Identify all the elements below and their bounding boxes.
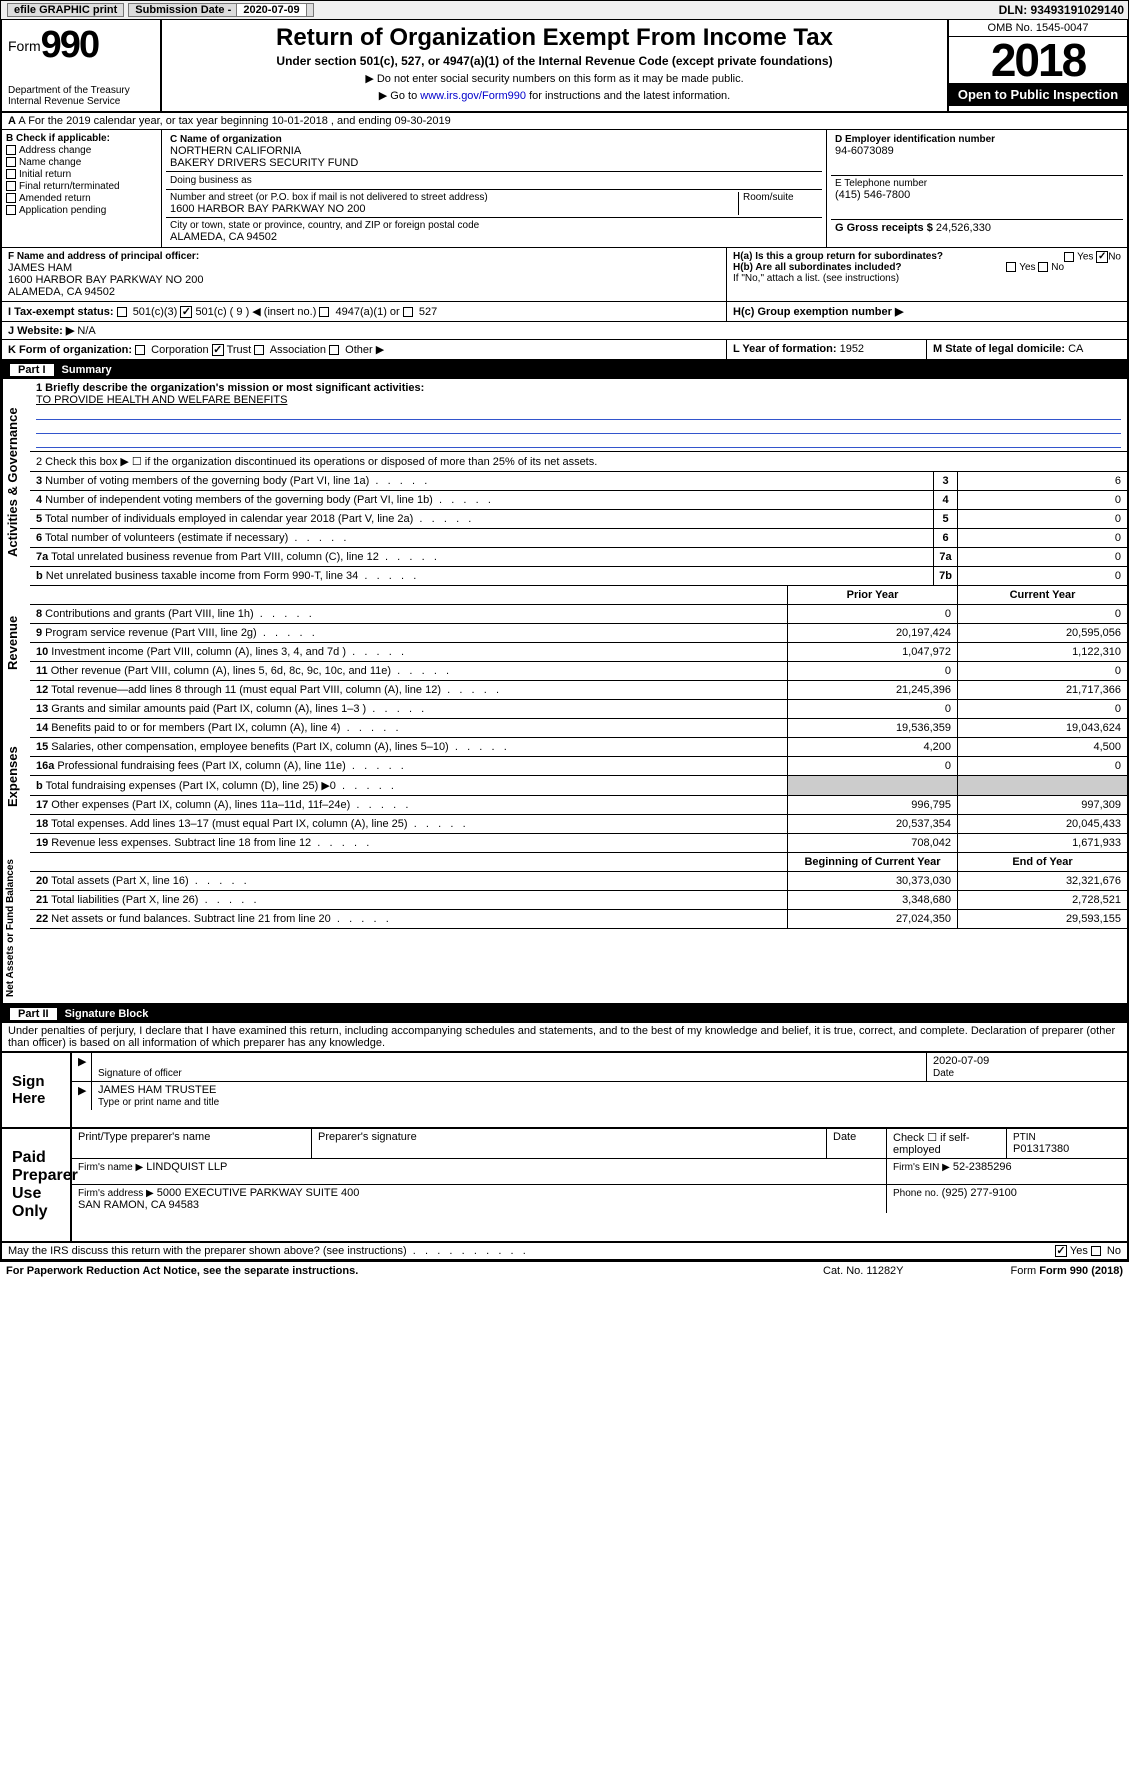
summary-line: 4 Number of independent voting members o… bbox=[30, 491, 1127, 510]
financial-line: 20 Total assets (Part X, line 16) 30,373… bbox=[30, 872, 1127, 891]
department: Department of the Treasury Internal Reve… bbox=[8, 85, 154, 107]
efile-header: efile GRAPHIC print Submission Date - 20… bbox=[0, 0, 1129, 20]
section-net-assets: Net Assets or Fund Balances Beginning of… bbox=[0, 853, 1129, 1005]
summary-line: 6 Total number of volunteers (estimate i… bbox=[30, 529, 1127, 548]
org-name: NORTHERN CALIFORNIA BAKERY DRIVERS SECUR… bbox=[170, 145, 818, 169]
financial-line: 18 Total expenses. Add lines 13–17 (must… bbox=[30, 815, 1127, 834]
website: N/A bbox=[77, 325, 95, 337]
perjury-statement: Under penalties of perjury, I declare th… bbox=[0, 1023, 1129, 1052]
form-number: Form990 bbox=[8, 24, 154, 67]
irs-link[interactable]: www.irs.gov/Form990 bbox=[420, 90, 526, 102]
row-i-hc: I Tax-exempt status: 501(c)(3) ✓ 501(c) … bbox=[0, 302, 1129, 322]
section-revenue: Revenue Prior YearCurrent Year 8 Contrib… bbox=[0, 586, 1129, 700]
submission-date-label: Submission Date - 2020-07-09 bbox=[128, 3, 313, 17]
financial-line: 14 Benefits paid to or for members (Part… bbox=[30, 719, 1127, 738]
dln: DLN: 93493191029140 bbox=[999, 3, 1124, 17]
summary-line: 5 Total number of individuals employed i… bbox=[30, 510, 1127, 529]
box-c: C Name of organization NORTHERN CALIFORN… bbox=[162, 130, 827, 247]
paid-preparer-block: Paid Preparer Use Only Print/Type prepar… bbox=[0, 1129, 1129, 1243]
org-city: ALAMEDA, CA 94502 bbox=[170, 231, 818, 243]
row-f-h: F Name and address of principal officer:… bbox=[0, 248, 1129, 302]
financial-line: 13 Grants and similar amounts paid (Part… bbox=[30, 700, 1127, 719]
sign-here-block: Sign Here ▶ Signature of officer 2020-07… bbox=[0, 1052, 1129, 1129]
officer-signature-name: JAMES HAM TRUSTEE bbox=[98, 1084, 216, 1096]
summary-line: 7a Total unrelated business revenue from… bbox=[30, 548, 1127, 567]
open-to-public: Open to Public Inspection bbox=[949, 83, 1127, 106]
financial-line: 19 Revenue less expenses. Subtract line … bbox=[30, 834, 1127, 853]
form-title: Return of Organization Exempt From Incom… bbox=[170, 24, 939, 52]
firm-phone: (925) 277-9100 bbox=[942, 1187, 1017, 1199]
financial-line: 16a Professional fundraising fees (Part … bbox=[30, 757, 1127, 776]
form-subtitle: Under section 501(c), 527, or 4947(a)(1)… bbox=[170, 54, 939, 68]
financial-line: 15 Salaries, other compensation, employe… bbox=[30, 738, 1127, 757]
efile-print-button[interactable]: efile GRAPHIC print bbox=[7, 3, 124, 17]
financial-line: 11 Other revenue (Part VIII, column (A),… bbox=[30, 662, 1127, 681]
box-d-e-g: D Employer identification number 94-6073… bbox=[827, 130, 1127, 247]
financial-line: b Total fundraising expenses (Part IX, c… bbox=[30, 776, 1127, 796]
instruction-2: ▶ Go to www.irs.gov/Form990 for instruct… bbox=[170, 89, 939, 102]
row-k-l-m: K Form of organization: Corporation ✓ Tr… bbox=[0, 340, 1129, 361]
instruction-1: ▶ Do not enter social security numbers o… bbox=[170, 72, 939, 85]
financial-line: 9 Program service revenue (Part VIII, li… bbox=[30, 624, 1127, 643]
part-1-header: Part ISummary bbox=[0, 361, 1129, 379]
box-b-checks: B Check if applicable: Address change Na… bbox=[2, 130, 162, 247]
ptin: P01317380 bbox=[1013, 1143, 1069, 1155]
telephone: (415) 546-7800 bbox=[835, 189, 1119, 201]
firm-name: LINDQUIST LLP bbox=[146, 1161, 227, 1173]
discuss-row: May the IRS discuss this return with the… bbox=[0, 1243, 1129, 1261]
summary-line: b Net unrelated business taxable income … bbox=[30, 567, 1127, 586]
mission: TO PROVIDE HEALTH AND WELFARE BENEFITS bbox=[36, 394, 287, 406]
org-address: 1600 HARBOR BAY PARKWAY NO 200 bbox=[170, 203, 738, 215]
ein: 94-6073089 bbox=[835, 145, 1119, 157]
summary-line: 3 Number of voting members of the govern… bbox=[30, 472, 1127, 491]
financial-line: 8 Contributions and grants (Part VIII, l… bbox=[30, 605, 1127, 624]
entity-block: B Check if applicable: Address change Na… bbox=[0, 130, 1129, 248]
form-header: Form990 Department of the Treasury Inter… bbox=[0, 20, 1129, 113]
section-governance: Activities & Governance 1 Briefly descri… bbox=[0, 379, 1129, 586]
part-2-header: Part IISignature Block bbox=[0, 1005, 1129, 1023]
financial-line: 10 Investment income (Part VIII, column … bbox=[30, 643, 1127, 662]
gross-receipts: 24,526,330 bbox=[936, 222, 991, 234]
section-expenses: Expenses 13 Grants and similar amounts p… bbox=[0, 700, 1129, 853]
financial-line: 21 Total liabilities (Part X, line 26) 3… bbox=[30, 891, 1127, 910]
row-j-website: J Website: ▶ N/A bbox=[0, 322, 1129, 340]
page-footer: For Paperwork Reduction Act Notice, see … bbox=[0, 1261, 1129, 1280]
financial-line: 12 Total revenue—add lines 8 through 11 … bbox=[30, 681, 1127, 700]
financial-line: 22 Net assets or fund balances. Subtract… bbox=[30, 910, 1127, 929]
officer-address: 1600 HARBOR BAY PARKWAY NO 200 ALAMEDA, … bbox=[8, 274, 720, 298]
financial-line: 17 Other expenses (Part IX, column (A), … bbox=[30, 796, 1127, 815]
officer-name: JAMES HAM bbox=[8, 262, 720, 274]
row-a-tax-year: A A For the 2019 calendar year, or tax y… bbox=[0, 113, 1129, 130]
firm-ein: 52-2385296 bbox=[953, 1161, 1012, 1173]
tax-year: 2018 bbox=[949, 37, 1127, 83]
